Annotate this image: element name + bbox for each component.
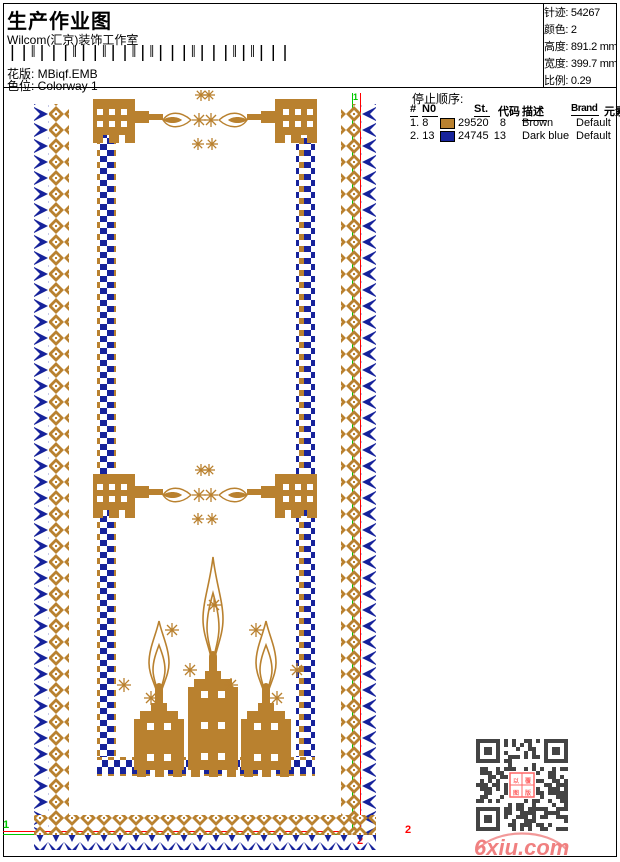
- svg-text:6xiu.com: 6xiu.com: [474, 835, 569, 860]
- svg-text:覆: 覆: [524, 777, 532, 785]
- svg-text:图: 图: [513, 789, 519, 797]
- svg-text:版: 版: [524, 789, 531, 797]
- svg-text:以: 以: [513, 778, 519, 785]
